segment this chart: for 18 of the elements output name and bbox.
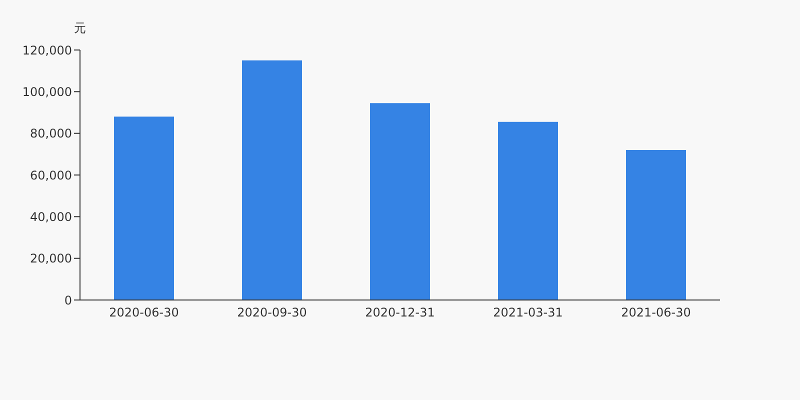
bar: [114, 116, 174, 300]
y-tick-label: 100,000: [22, 84, 72, 99]
x-tick-label: 2021-03-31: [493, 306, 563, 320]
bar: [626, 150, 686, 300]
x-tick-label: 2020-06-30: [109, 306, 179, 320]
x-tick-label: 2020-12-31: [365, 306, 435, 320]
bar: [498, 122, 558, 300]
x-tick-label: 2021-06-30: [621, 306, 691, 320]
x-tick-label: 2020-09-30: [237, 306, 307, 320]
bar: [370, 103, 430, 300]
y-tick-label: 0: [64, 293, 72, 308]
y-tick-label: 20,000: [30, 252, 72, 266]
y-tick-label: 80,000: [30, 126, 72, 141]
y-tick-label: 40,000: [30, 210, 72, 224]
bar: [242, 60, 302, 300]
y-axis-title: 元: [74, 20, 86, 37]
y-tick-label: 60,000: [30, 168, 72, 182]
y-tick-label: 120,000: [22, 43, 72, 58]
